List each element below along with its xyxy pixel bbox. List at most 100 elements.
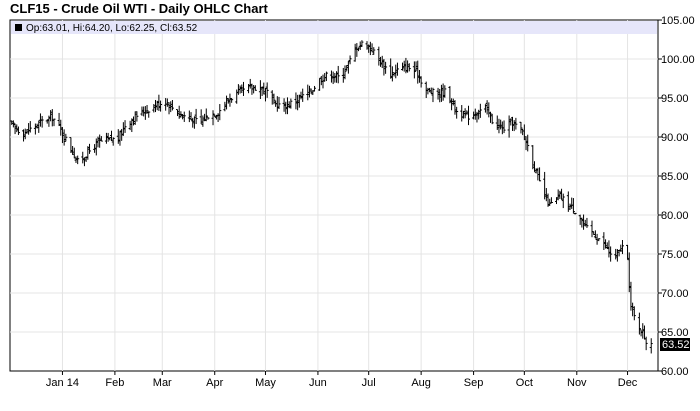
ohlc-bar xyxy=(419,76,423,88)
ohlc-bar xyxy=(170,100,174,111)
x-tick-label: Mar xyxy=(153,377,172,389)
ohlc-bar xyxy=(182,111,186,122)
ohlc-bar xyxy=(313,85,317,92)
ohlc-bar xyxy=(637,312,641,335)
ohlc-bar xyxy=(443,85,447,98)
ohlc-bar xyxy=(597,238,601,242)
ohlc-bar xyxy=(277,96,281,110)
chart-title: CLF15 - Crude Oil WTI - Daily OHLC Chart xyxy=(10,1,268,16)
y-tick-label: 85.00 xyxy=(661,171,689,183)
ohlc-bar xyxy=(549,197,553,204)
y-tick-label: 105.00 xyxy=(661,15,695,27)
ohlc-bar xyxy=(52,118,56,127)
ohlc-bar xyxy=(16,126,20,135)
ohlc-bar xyxy=(159,100,163,112)
y-tick-label: 95.00 xyxy=(661,93,689,105)
ohlc-bar xyxy=(412,61,416,79)
x-tick-label: May xyxy=(255,377,276,389)
ohlc-bar xyxy=(64,133,68,142)
x-tick-label: Dec xyxy=(618,377,638,389)
ohlc-bar xyxy=(230,97,234,103)
ohlc-bar xyxy=(585,217,589,228)
ohlc-bar xyxy=(561,193,565,209)
ohlc-bar xyxy=(324,71,328,82)
ohlc-bar xyxy=(265,82,269,98)
ohlc-bar xyxy=(384,61,388,74)
y-tick-label: 90.00 xyxy=(661,132,689,144)
ohlc-bar xyxy=(395,62,399,76)
ohlc-bar xyxy=(218,104,222,121)
ohlc-bar xyxy=(573,212,577,215)
ohlc-bar xyxy=(571,198,575,214)
y-tick-label: 70.00 xyxy=(661,288,689,300)
ohlc-bar xyxy=(609,246,613,262)
ohlc-bar xyxy=(431,87,435,103)
ohlc-bar xyxy=(135,111,139,122)
ohlc-bar xyxy=(147,111,151,118)
last-price-label: 63.52 xyxy=(662,339,690,351)
y-tick-label: 100.00 xyxy=(661,54,695,66)
legend-band xyxy=(11,21,657,34)
ohlc-bar xyxy=(519,121,523,134)
ohlc-bar xyxy=(99,136,103,142)
x-tick-label: Jan 14 xyxy=(46,377,79,389)
ohlc-bar xyxy=(336,65,340,84)
ohlc-bar xyxy=(526,134,530,152)
legend-square-icon xyxy=(15,24,22,31)
last-price-box xyxy=(660,338,690,351)
ohlc-bar xyxy=(253,85,257,91)
ohlc-bar xyxy=(76,155,80,165)
grid-lines xyxy=(10,20,658,371)
ohlc-bar xyxy=(478,103,482,118)
x-tick-label: Apr xyxy=(206,377,223,389)
x-tick-label: Jul xyxy=(362,377,376,389)
ohlc-bar xyxy=(88,143,92,154)
ohlc-bar xyxy=(407,63,411,72)
y-tick-label: 65.00 xyxy=(661,327,689,339)
ohlc-bar xyxy=(343,65,347,80)
ohlc-bar xyxy=(11,120,15,128)
y-tick-label: 60.00 xyxy=(661,366,689,378)
ohlc-bar xyxy=(348,55,352,65)
ohlc-bar xyxy=(502,120,506,134)
ohlc-bar xyxy=(360,40,364,47)
ohlc-bar xyxy=(123,120,127,133)
ohlc-bar xyxy=(28,121,32,133)
ohlc-bar xyxy=(490,113,494,125)
ohlc-bar xyxy=(289,98,293,109)
ohlc-bar xyxy=(632,306,636,321)
x-tick-label: Oct xyxy=(516,377,533,389)
ohlc-bar xyxy=(206,116,210,120)
ohlc-bar xyxy=(194,108,198,125)
ohlc-bar xyxy=(372,47,376,55)
ohlc-bar xyxy=(514,117,518,130)
ohlc-bar xyxy=(272,93,276,105)
ohlc-bar xyxy=(111,137,115,146)
ohlc-bar xyxy=(301,88,305,102)
x-tick-label: Jun xyxy=(309,377,327,389)
ohlc-bar xyxy=(467,105,471,126)
ohlc-bar xyxy=(620,240,624,255)
x-tick-label: Aug xyxy=(411,377,431,389)
ohlc-bar xyxy=(241,81,245,96)
y-tick-label: 75.00 xyxy=(661,249,689,261)
legend-text: Op:63.01, Hi:64.20, Lo:62.25, Cl:63.52 xyxy=(26,23,198,34)
ohlc-bar xyxy=(548,198,552,206)
ohlc-bar xyxy=(40,115,44,128)
x-tick-label: Sep xyxy=(464,377,484,389)
ohlc-bar xyxy=(649,338,653,354)
ohlc-bar xyxy=(644,336,648,351)
x-tick-label: Feb xyxy=(105,377,124,389)
ohlc-bar xyxy=(204,108,208,122)
y-axis: 60.00 65.00 70.00 75.00 80.00 85.00 90.00 95.00… xyxy=(658,15,695,378)
ohlc-bars xyxy=(10,40,653,354)
ohlc-bar xyxy=(390,66,394,82)
x-tick-label: Nov xyxy=(567,377,587,389)
plot-area xyxy=(9,19,659,372)
ohlc-bar xyxy=(211,110,215,126)
ohlc-bar xyxy=(145,105,149,114)
y-tick-label: 80.00 xyxy=(661,210,689,222)
ohlc-bar xyxy=(455,106,459,119)
